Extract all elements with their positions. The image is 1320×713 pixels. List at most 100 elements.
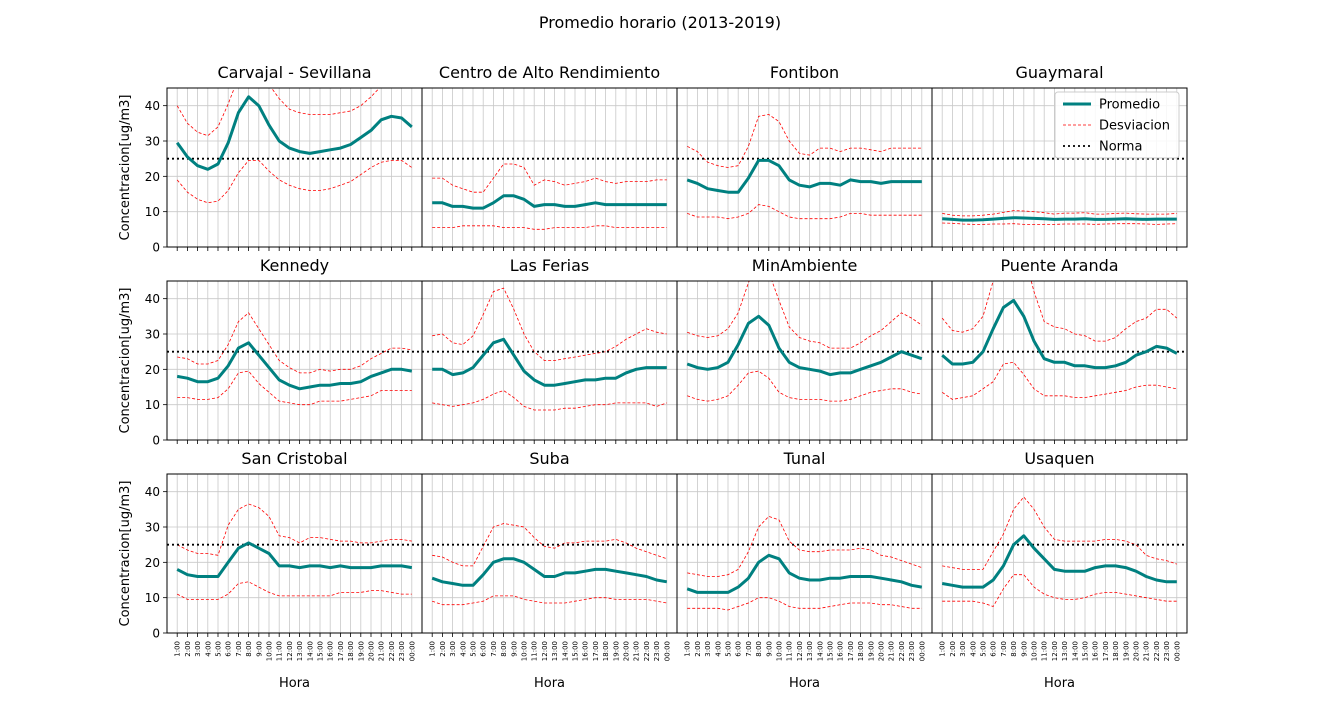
- x-tick-label: 13:00: [806, 641, 814, 661]
- gridlines: [422, 88, 677, 248]
- x-tick-label: 4:00: [459, 641, 467, 657]
- x-tick-label: 2:00: [439, 641, 447, 657]
- mean-line: [686, 158, 922, 194]
- gridlines: [677, 281, 932, 441]
- x-tick-label: 22:00: [643, 641, 651, 661]
- x-tick-label: 13:00: [296, 641, 304, 661]
- subplot-title: Las Ferias: [510, 256, 589, 275]
- subplot-frame: [931, 87, 1188, 248]
- x-tick-label: 4:00: [204, 641, 212, 657]
- x-tick-label: 7:00: [235, 641, 243, 657]
- legend-label: Promedio: [1099, 98, 1160, 113]
- subplot-frame: [676, 473, 933, 634]
- subplot-6: Las Ferias: [421, 256, 678, 444]
- legend-label: Desviacion: [1099, 119, 1170, 134]
- x-tick-label: 13:00: [551, 641, 559, 661]
- y-axis-label: Concentracion[ug/m3]: [118, 481, 133, 627]
- x-tick-label: 5:00: [470, 641, 478, 657]
- x-tick-label: 20:00: [368, 641, 376, 661]
- gridlines: [167, 474, 422, 634]
- x-tick-label: 9:00: [255, 641, 263, 657]
- subplot-title: Guaymaral: [1015, 63, 1103, 82]
- subplot-frame: [676, 280, 933, 441]
- x-tick-label: 16:00: [582, 641, 590, 661]
- deviation-upper-line: [687, 114, 922, 168]
- legend-item-norm: Norma: [1063, 140, 1142, 155]
- x-tick-label: 17:00: [337, 641, 345, 661]
- y-axis-label: Concentracion[ug/m3]: [118, 288, 133, 434]
- figure-title: Promedio horario (2013-2019): [539, 13, 781, 32]
- x-tick-label: 1:00: [684, 641, 692, 657]
- plot-area: [677, 114, 932, 220]
- deviation-upper-line: [176, 88, 381, 137]
- deviation-upper-line: [432, 163, 667, 193]
- gridlines: [167, 281, 422, 441]
- plot-area: [422, 523, 677, 606]
- subplot-title: MinAmbiente: [752, 256, 858, 275]
- y-tick-label: 40: [145, 485, 160, 499]
- y-tick-label: 40: [145, 99, 160, 113]
- deviation-upper-line: [942, 496, 1177, 570]
- legend-box: [1054, 91, 1180, 159]
- x-tick-label: 7:00: [745, 641, 753, 657]
- deviation-upper-line: [432, 287, 667, 361]
- x-tick-label: 1:00: [429, 641, 437, 657]
- subplot-frame: [676, 87, 933, 248]
- subplot-title: San Cristobal: [241, 449, 347, 468]
- x-tick-label: 12:00: [1051, 641, 1059, 661]
- x-tick-label: 2:00: [949, 641, 957, 657]
- x-tick-label: 10:00: [1031, 641, 1039, 661]
- x-tick-label: 17:00: [1102, 641, 1110, 661]
- plot-area: [932, 157, 1187, 225]
- deviation-upper-line: [687, 281, 923, 349]
- subplot-frame: [166, 473, 423, 634]
- x-tick-label: 4:00: [969, 641, 977, 657]
- y-axis-label: Concentracion[ug/m3]: [118, 95, 133, 241]
- y-tick-label: 30: [145, 135, 160, 149]
- x-tick-label: 9:00: [1020, 641, 1028, 657]
- x-tick-label: 23:00: [653, 641, 661, 661]
- x-tick-label: 6:00: [225, 641, 233, 657]
- y-tick-label: 30: [145, 328, 160, 342]
- subplot-7: MinAmbiente: [676, 256, 933, 444]
- x-tick-label: 14:00: [306, 641, 314, 661]
- y-tick-label: 20: [145, 170, 160, 184]
- x-tick-label: 23:00: [1163, 641, 1171, 661]
- subplot-1: Carvajal - Sevillana 0 10 20 30 40 Concentraci…: [118, 63, 423, 255]
- mean-line: [176, 541, 413, 578]
- x-tick-label: 23:00: [908, 641, 916, 661]
- x-tick-label: 22:00: [1153, 641, 1161, 661]
- y-tick-label: 10: [145, 591, 160, 605]
- x-tick-label: 20:00: [1133, 641, 1141, 661]
- x-tick-label: 16:00: [1092, 641, 1100, 661]
- y-tick-label: 40: [145, 292, 160, 306]
- subplot-11: Tunal 1:00 2:00 3:00 4:00 5:00 6:00 7:00 8:00 9:0…: [676, 449, 933, 691]
- y-tick-label: 20: [145, 363, 160, 377]
- x-tick-label: 15:00: [317, 641, 325, 661]
- plot-area: [932, 496, 1187, 607]
- x-tick-label: 2:00: [694, 641, 702, 657]
- subplot-title: Centro de Alto Rendimiento: [439, 63, 660, 82]
- deviation-lower-line: [941, 361, 1177, 400]
- legend: Promedio Desviacion Norma: [1054, 91, 1180, 159]
- x-tick-label: 12:00: [286, 641, 294, 661]
- x-tick-label: 00:00: [663, 641, 671, 661]
- deviation-upper-line: [942, 210, 1177, 217]
- plot-area: [677, 515, 932, 611]
- x-tick-label: 21:00: [1143, 641, 1151, 661]
- y-tick-label: 10: [145, 205, 160, 219]
- x-tick-label: 8:00: [500, 641, 508, 657]
- x-tick-label: 15:00: [572, 641, 580, 661]
- subplot-frame: [931, 280, 1188, 441]
- subplot-title: Carvajal - Sevillana: [217, 63, 371, 82]
- x-tick-label: 5:00: [215, 641, 223, 657]
- panel-grid: Carvajal - Sevillana 0 10 20 30 40 Concentraci…: [118, 63, 1188, 691]
- mean-line: [686, 553, 923, 594]
- legend-item-mean: Promedio: [1063, 98, 1160, 113]
- x-tick-label: 7:00: [1000, 641, 1008, 657]
- x-tick-label: 8:00: [755, 641, 763, 657]
- x-tick-label: 14:00: [1071, 641, 1079, 661]
- x-tick-label: 3:00: [194, 641, 202, 657]
- subplot-title: Usaquen: [1024, 449, 1094, 468]
